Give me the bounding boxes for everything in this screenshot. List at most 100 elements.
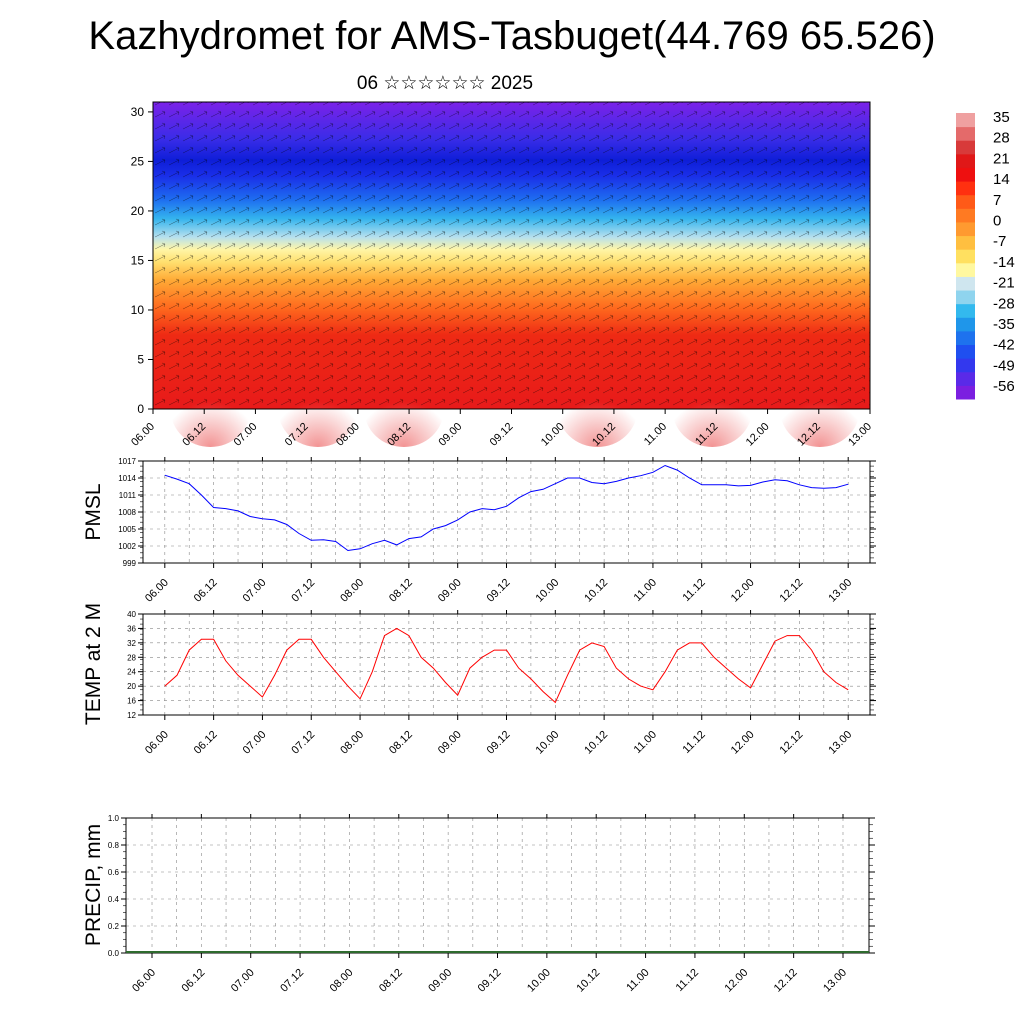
- heatmap-y-tick-label: 5: [137, 352, 144, 366]
- colorbar-band: [956, 330, 975, 346]
- x-tick-label: 11.12: [680, 577, 707, 604]
- x-tick-label: 11.00: [632, 577, 659, 604]
- x-tick-label: 12.12: [778, 577, 806, 605]
- colorbar-band: [956, 208, 975, 223]
- x-tick-label: 08.00: [338, 577, 366, 605]
- y-tick-label: 1014: [118, 474, 136, 483]
- chart-title: Kazhydromet for AMS-Tasbuget(44.769 65.5…: [88, 14, 936, 58]
- colorbar-label: -49: [993, 357, 1015, 374]
- x-tick-label: 11.00: [624, 967, 651, 994]
- colorbar-label: 0: [993, 213, 1001, 230]
- colorbar-label: -35: [993, 316, 1015, 333]
- y-tick-label: 12: [127, 711, 136, 720]
- colorbar-label: -7: [993, 233, 1006, 250]
- heatmap-y-tick-label: 30: [131, 105, 145, 119]
- heatmap-y-tick-label: 20: [131, 204, 145, 218]
- colorbar-band: [956, 358, 975, 373]
- x-tick-label: 11.00: [632, 729, 659, 756]
- y-tick-label: 40: [127, 610, 136, 619]
- temp-ylabel: TEMP at 2 M: [82, 603, 105, 725]
- x-tick-label: 08.00: [338, 729, 366, 757]
- heatmap-x-tick-label: 06.00: [129, 421, 157, 449]
- x-tick-label: 12.12: [772, 967, 800, 995]
- precip-ylabel: PRECIP, mm: [82, 824, 105, 946]
- y-tick-label: 16: [127, 697, 136, 706]
- colorbar-band: [956, 167, 975, 182]
- x-tick-label: 08.12: [377, 967, 405, 995]
- colorbar: 35 28 21 14 7 0 -7 -14 -21 -28 -35 -42 -49 -56: [956, 109, 1015, 400]
- pmsl-line: [164, 464, 849, 552]
- y-tick-label: 0.4: [108, 895, 120, 904]
- pmsl-panel: 999 1002 1005 1008 1011 1014 1017 06.00 06.12 07.…: [82, 457, 876, 605]
- x-tick-label: 12.00: [722, 967, 750, 995]
- colorbar-label: 21: [993, 150, 1010, 167]
- y-tick-label: 0.6: [108, 868, 120, 877]
- y-tick-label: 0.8: [108, 841, 120, 850]
- colorbar-label: 14: [993, 171, 1010, 188]
- y-tick-label: 20: [127, 682, 136, 691]
- colorbar-band: [956, 249, 975, 264]
- heatmap-y-tick-label: 0: [137, 402, 144, 416]
- x-tick-label: 10.00: [533, 577, 561, 605]
- colorbar-band: [956, 221, 975, 237]
- x-tick-label: 07.12: [289, 577, 317, 605]
- y-tick-label: 24: [127, 668, 136, 677]
- x-tick-label: 13.00: [826, 729, 854, 757]
- x-tick-label: 06.12: [192, 577, 220, 605]
- y-tick-label: 1011: [119, 491, 137, 500]
- x-tick-label: 09.00: [426, 967, 454, 995]
- x-tick-label: 06.12: [180, 967, 208, 995]
- colorbar-label: -14: [993, 254, 1015, 271]
- y-tick-label: 32: [127, 639, 136, 648]
- x-tick-label: 07.12: [278, 967, 306, 995]
- x-tick-label: 12.12: [778, 729, 806, 757]
- x-tick-label: 06.12: [192, 729, 220, 757]
- y-tick-label: 1002: [118, 542, 136, 551]
- x-tick-label: 13.00: [821, 967, 849, 995]
- colorbar-label: -56: [993, 378, 1015, 395]
- heatmap-y-axis: 0 5 10 15 20 25 30: [131, 105, 153, 416]
- x-tick-label: 10.12: [574, 967, 602, 995]
- heatmap-y-tick-label: 15: [131, 253, 145, 267]
- x-tick-label: 12.00: [729, 729, 757, 757]
- colorbar-band: [956, 290, 975, 305]
- y-tick-label: 0.0: [108, 949, 120, 958]
- colorbar-label: -28: [993, 295, 1015, 312]
- colorbar-label: 28: [993, 130, 1010, 147]
- colorbar-label: 35: [993, 109, 1010, 126]
- x-tick-label: 09.00: [436, 577, 464, 605]
- heatmap-y-tick-label: 25: [131, 154, 145, 168]
- colorbar-band: [956, 276, 975, 291]
- x-tick-label: 13.00: [826, 577, 854, 605]
- colorbar-band: [956, 344, 975, 359]
- y-tick-label: 1.0: [108, 814, 120, 823]
- temp-panel: 12 16 20 24 28 32 36 40 06.00 06.12 07.00 07.12 08.0…: [82, 603, 876, 757]
- x-tick-label: 09.00: [436, 729, 464, 757]
- colorbar-band: [956, 385, 975, 400]
- colorbar-band: [956, 181, 975, 196]
- x-tick-label: 07.12: [289, 729, 317, 757]
- x-tick-label: 07.00: [241, 729, 269, 757]
- x-tick-label: 09.12: [485, 577, 513, 605]
- y-tick-label: 999: [123, 559, 137, 568]
- colorbar-label: -21: [993, 275, 1015, 292]
- heatmap-y-tick-label: 10: [131, 303, 145, 317]
- x-tick-label: 06.00: [130, 967, 158, 995]
- y-tick-label: 28: [127, 653, 136, 662]
- x-tick-label: 11.12: [680, 729, 707, 756]
- x-tick-label: 08.00: [328, 967, 356, 995]
- colorbar-band: [956, 113, 975, 128]
- x-tick-label: 06.00: [143, 577, 171, 605]
- colorbar-band: [956, 140, 975, 155]
- x-tick-label: 07.00: [229, 967, 257, 995]
- x-tick-label: 10.12: [582, 729, 610, 757]
- colorbar-band: [956, 262, 975, 277]
- colorbar-band: [956, 371, 975, 386]
- colorbar-band: [956, 126, 975, 141]
- x-tick-label: 08.12: [387, 729, 415, 757]
- colorbar-band: [956, 317, 975, 332]
- x-tick-label: 09.12: [476, 967, 504, 995]
- colorbar-band: [956, 303, 975, 318]
- temp-line: [164, 627, 849, 704]
